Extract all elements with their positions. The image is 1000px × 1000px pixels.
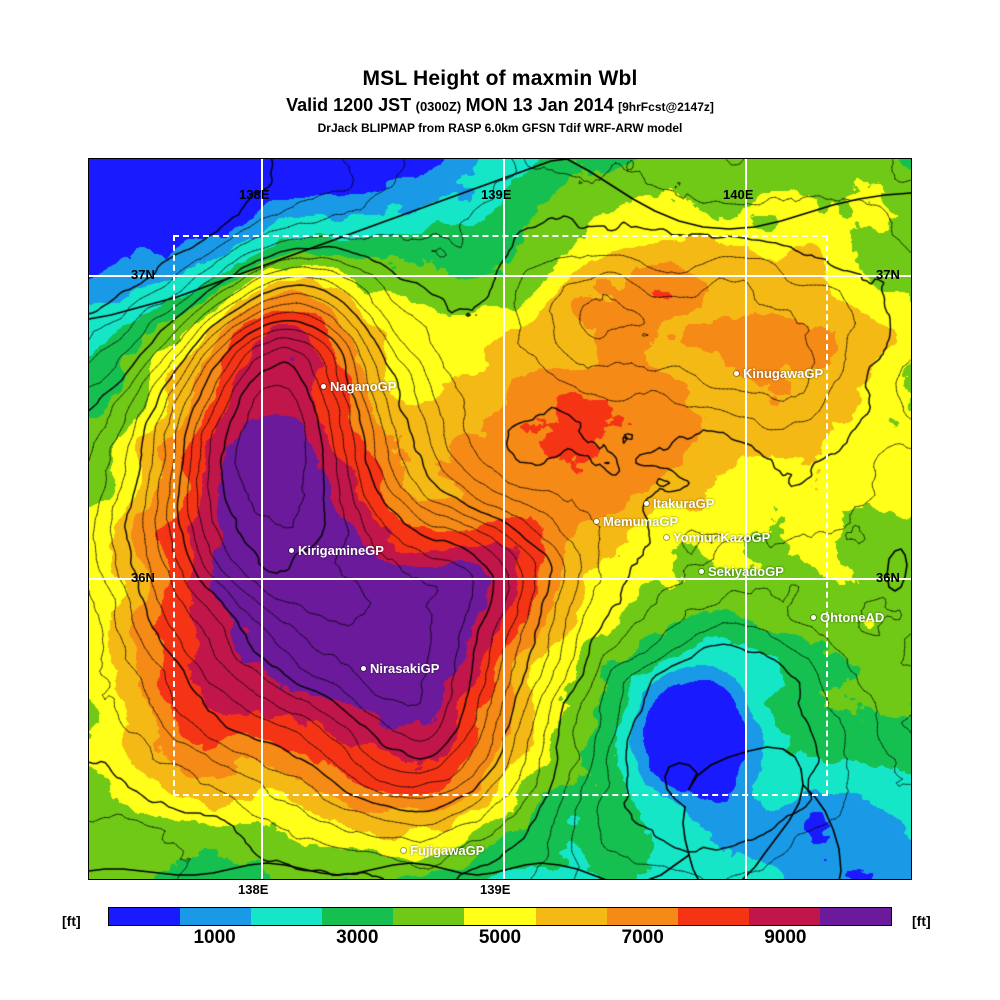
thermal-height-field — [89, 159, 911, 879]
station-NirasakiGP[interactable]: NirasakiGP — [361, 661, 439, 676]
station-dot-icon — [401, 848, 406, 853]
page-title: MSL Height of maxmin Wbl — [362, 67, 638, 90]
station-label: YomiuriKazoGP — [673, 530, 771, 545]
model-source-line: DrJack BLIPMAP from RASP 6.0km GFSN Tdif… — [317, 121, 683, 135]
station-label: NirasakiGP — [370, 661, 440, 676]
station-label: SekiyadoGP — [708, 564, 784, 579]
station-NaganoGP[interactable]: NaganoGP — [321, 379, 396, 394]
station-label: ItakuraGP — [653, 496, 715, 511]
colorbar-segment-0 — [109, 908, 181, 925]
colorbar-segment-9 — [748, 908, 820, 925]
colorbar-segment-6 — [535, 908, 607, 925]
colorbar-tick-1000: 1000 — [193, 927, 236, 948]
station-dot-icon — [734, 371, 739, 376]
station-ItakuraGP[interactable]: ItakuraGP — [644, 496, 714, 511]
colorbar-segment-3 — [322, 908, 394, 925]
colorbar-tick-7000: 7000 — [621, 927, 664, 948]
lat-label-right-37N: 37N — [876, 267, 900, 282]
station-KirigamineGP[interactable]: KirigamineGP — [289, 543, 384, 558]
lon-label-top-140E: 140E — [723, 187, 754, 202]
colorbar-segment-2 — [251, 908, 323, 925]
station-dot-icon — [361, 666, 366, 671]
subdomain-outline — [173, 235, 828, 796]
lon-label-bottom-139E: 139E — [480, 882, 511, 897]
station-label: NaganoGP — [330, 379, 397, 394]
colorbar-legend: [ft] 1000 3000 5000 7000 9000 [ft] — [0, 903, 1000, 963]
lon-label-top-138E: 138E — [239, 187, 270, 202]
colorbar-segment-5 — [464, 908, 536, 925]
station-dot-icon — [594, 519, 599, 524]
colorbar-tick-labels: 1000 3000 5000 7000 9000 — [108, 927, 892, 951]
station-dot-icon — [699, 569, 704, 574]
station-dot-icon — [321, 384, 326, 389]
forecast-age: [9hrFcst@2147z] — [618, 100, 714, 114]
colorbar-segment-7 — [606, 908, 678, 925]
station-YomiuriKazoGP[interactable]: YomiuriKazoGP — [664, 530, 770, 545]
station-SekiyadoGP[interactable]: SekiyadoGP — [699, 564, 784, 579]
valid-date: MON 13 Jan 2014 — [465, 95, 614, 115]
forecast-map[interactable]: 138E 139E 140E 37N 37N 36N 36N NaganoGP Kinugaw… — [88, 158, 912, 880]
station-FujigawaGP[interactable]: FujigawaGP — [401, 843, 484, 858]
graticule-parallel-1 — [89, 578, 911, 580]
valid-time-utc: (0300Z) — [415, 99, 462, 114]
station-label: KirigamineGP — [298, 543, 384, 558]
colorbar-segment-10 — [819, 908, 892, 925]
station-KinugawaGP[interactable]: KinugawaGP — [734, 366, 823, 381]
graticule-parallel-0 — [89, 275, 911, 277]
valid-time-line: Valid 1200 JST (0300Z) MON 13 Jan 2014 [… — [0, 95, 1000, 117]
graticule-meridian-0 — [261, 159, 263, 879]
colorbar-tick-9000: 9000 — [764, 927, 807, 948]
lat-label-right-36N: 36N — [876, 570, 900, 585]
station-dot-icon — [664, 535, 669, 540]
colorbar-unit-right: [ft] — [912, 913, 931, 929]
lat-label-left-36N: 36N — [131, 570, 155, 585]
colorbar-segment-4 — [393, 908, 465, 925]
graticule-meridian-2 — [745, 159, 747, 879]
station-MemumaGP[interactable]: MemumaGP — [594, 514, 678, 529]
graticule-meridian-1 — [503, 159, 505, 879]
station-dot-icon — [811, 615, 816, 620]
station-dot-icon — [289, 548, 294, 553]
lon-label-bottom-138E: 138E — [238, 882, 269, 897]
lon-label-top-139E: 139E — [481, 187, 512, 202]
station-label: MemumaGP — [603, 514, 679, 529]
lat-label-left-37N: 37N — [131, 267, 155, 282]
colorbar-tick-5000: 5000 — [478, 927, 522, 948]
station-label: KinugawaGP — [743, 366, 824, 381]
header-block: MSL Height of maxmin Wbl Valid 1200 JST … — [0, 0, 1000, 136]
colorbar-segment-1 — [180, 908, 252, 925]
station-OhtoneAD[interactable]: OhtoneAD — [811, 610, 884, 625]
station-label: OhtoneAD — [820, 610, 885, 625]
colorbar-segment-8 — [677, 908, 749, 925]
colorbar-swatches[interactable] — [108, 907, 892, 926]
colorbar-unit-left: [ft] — [62, 913, 81, 929]
colorbar-tick-3000: 3000 — [336, 927, 379, 948]
valid-time-local: Valid 1200 JST — [286, 95, 412, 115]
station-label: FujigawaGP — [410, 843, 485, 858]
station-dot-icon — [644, 501, 649, 506]
